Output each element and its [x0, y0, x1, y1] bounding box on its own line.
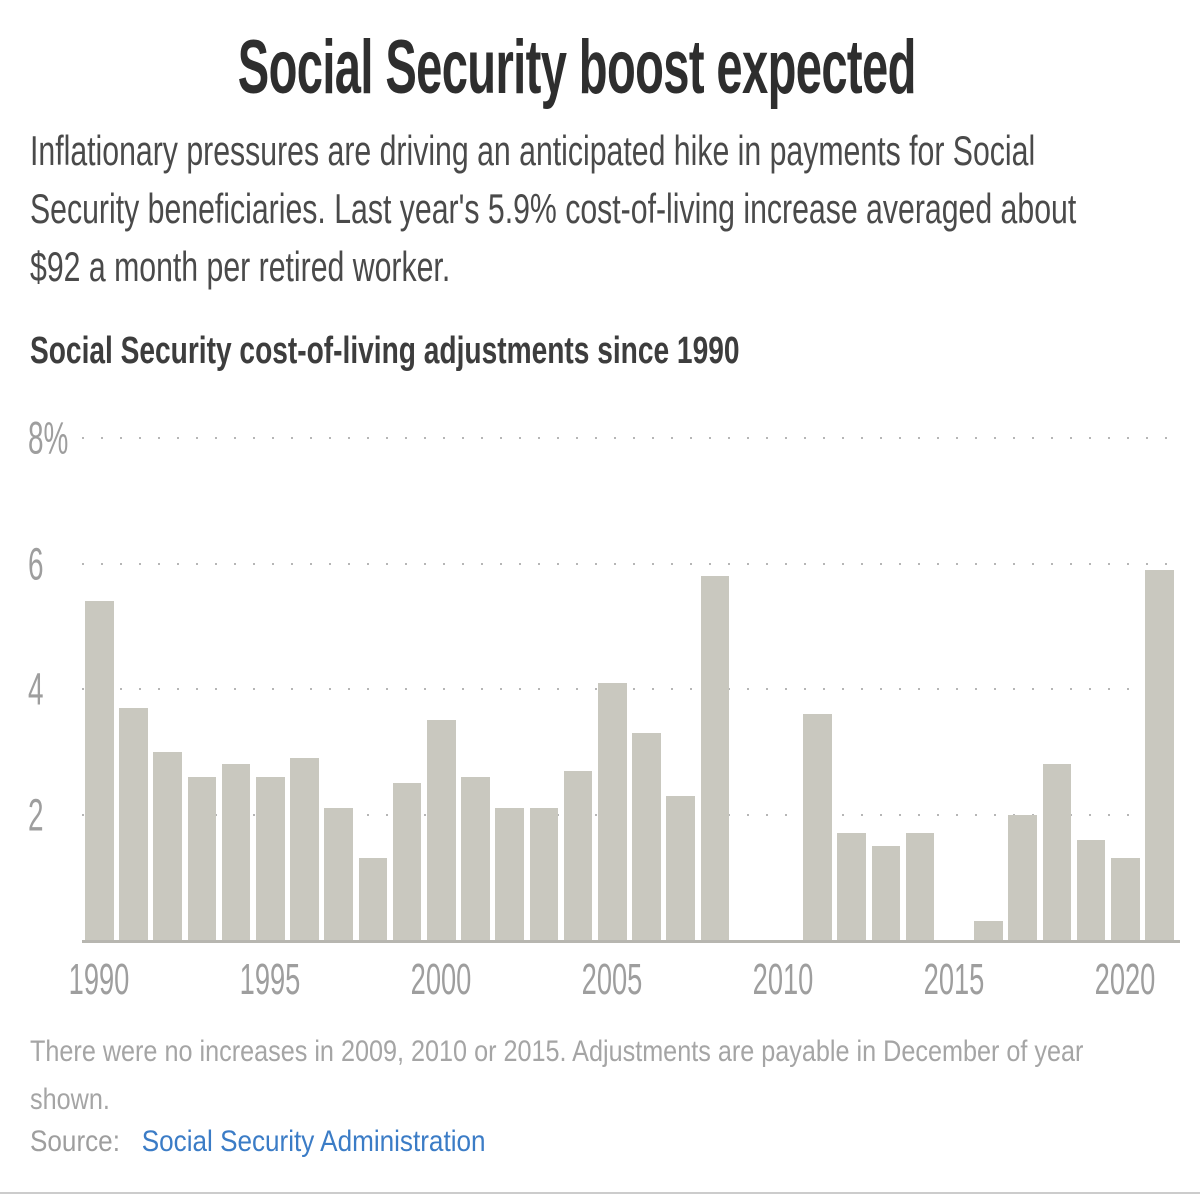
page-title: Social Security boost expected	[237, 25, 917, 110]
intro-line-1: Inflationary pressures are driving an an…	[30, 127, 1036, 174]
x-tick-label-2015: 2015	[923, 955, 985, 1004]
bar-2018	[1042, 764, 1072, 940]
bar-2020	[1111, 858, 1140, 940]
intro-line-3: $92 a month per retired worker.	[30, 243, 451, 290]
bottom-divider	[0, 1192, 1200, 1194]
x-tick-label-2010: 2010	[752, 955, 814, 1004]
x-tick-label-1990: 1990	[68, 955, 130, 1004]
bar-1991	[119, 707, 148, 940]
footnote-line-2: shown.	[30, 1083, 110, 1116]
bar-2017	[1008, 814, 1037, 940]
bar-2004	[563, 770, 593, 940]
source-link[interactable]: Social Security Administration	[141, 1125, 486, 1158]
bar-2002	[495, 808, 524, 940]
bar-2006	[632, 732, 661, 940]
y-tick-label-2: 2	[28, 789, 44, 840]
chart-title: Social Security cost-of-living adjustmen…	[30, 330, 740, 372]
gridline-4	[82, 688, 1180, 690]
bar-2003	[529, 808, 559, 940]
bar-1995	[256, 776, 285, 940]
bar-1994	[221, 764, 251, 940]
x-axis-line	[82, 940, 1180, 943]
bar-1990	[85, 601, 114, 940]
y-tick-label-8: 8%	[28, 412, 69, 464]
bar-1999	[392, 783, 422, 940]
source-row: Source: Social Security Administration	[30, 1120, 486, 1164]
gridline-6	[82, 562, 1180, 565]
x-tick-label-2000: 2000	[410, 955, 472, 1004]
bar-2000	[427, 720, 456, 940]
gridline-2	[82, 813, 1180, 816]
x-tick-label-1995: 1995	[239, 955, 301, 1004]
bar-2007	[666, 795, 695, 940]
bar-2008	[700, 576, 730, 940]
y-tick-label-6: 6	[28, 538, 44, 589]
bar-2011	[803, 714, 832, 940]
bar-2013	[871, 845, 901, 940]
gridline-8	[82, 437, 1180, 439]
bar-1992	[153, 751, 182, 940]
bar-2014	[905, 833, 935, 940]
bar-2005	[598, 682, 627, 940]
bar-2012	[837, 833, 866, 940]
source-label: Source:	[30, 1125, 120, 1158]
bar-2021	[1145, 569, 1174, 940]
x-tick-label-2020: 2020	[1094, 955, 1156, 1004]
y-tick-label-4: 4	[28, 663, 44, 715]
bar-1996	[290, 758, 319, 940]
bar-1997	[324, 808, 353, 940]
intro-line-2: Security beneficiaries. Last year's 5.9%…	[30, 185, 1077, 232]
x-tick-label-2005: 2005	[581, 955, 643, 1004]
bar-1993	[187, 776, 217, 940]
footnote-line-1: There were no increases in 2009, 2010 or…	[30, 1035, 1084, 1068]
intro-paragraph: Inflationary pressures are driving an an…	[30, 122, 1200, 296]
bar-2019	[1076, 839, 1106, 940]
chart-footnote: There were no increases in 2009, 2010 or…	[30, 1028, 1200, 1124]
bar-2016	[974, 921, 1003, 940]
bar-1998	[358, 858, 388, 940]
bar-2001	[461, 776, 490, 940]
